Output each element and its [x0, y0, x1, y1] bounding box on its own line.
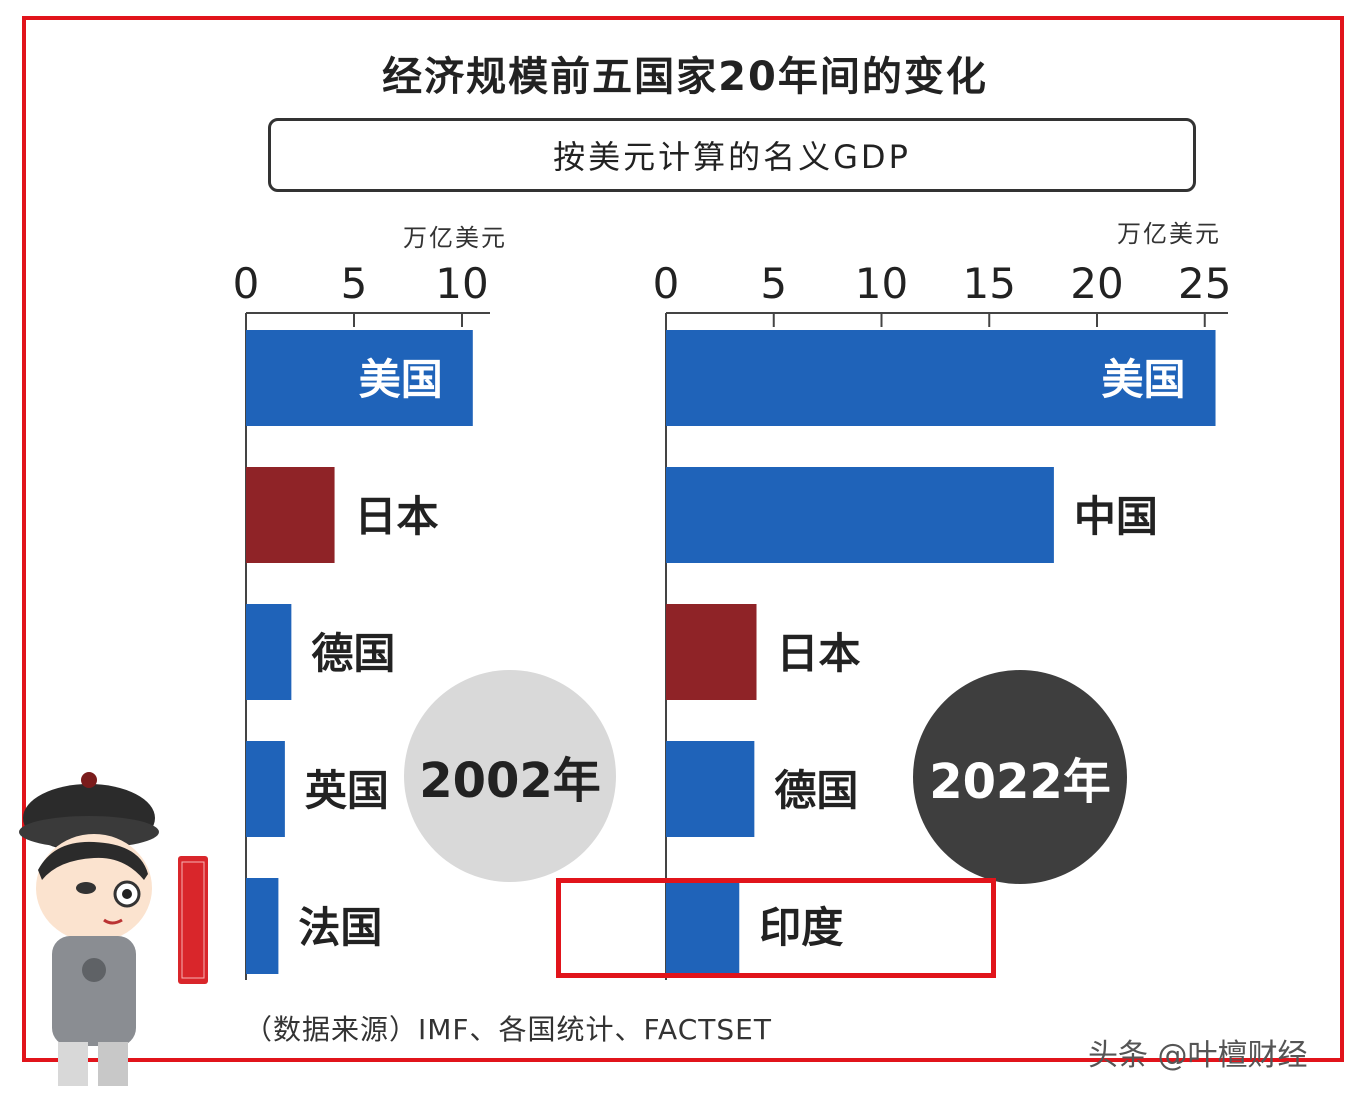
bar-2002-美国 — [246, 330, 473, 426]
x-tick-label-2022: 10 — [855, 259, 908, 308]
bar-2002-德国 — [246, 604, 292, 700]
outer-frame — [22, 16, 1344, 1062]
bar-2022-美国 — [666, 330, 1216, 426]
x-tick-label-2022: 20 — [1070, 259, 1123, 308]
year-badge-2022: 2022年 — [913, 670, 1127, 884]
unit-label-2022: 万亿美元 — [1117, 220, 1221, 248]
bar-2002-英国 — [246, 741, 285, 837]
bar-label-2022-中国: 中国 — [1074, 492, 1158, 541]
x-tick-label-2022: 15 — [963, 259, 1016, 308]
bar-2002-日本 — [246, 467, 335, 563]
x-tick-label-2022: 0 — [653, 259, 680, 308]
mascot-illustration — [19, 772, 159, 1086]
x-tick-label-2002: 10 — [435, 259, 488, 308]
bar-label-2022-日本: 日本 — [777, 629, 861, 678]
bar-label-2022-美国: 美国 — [1102, 355, 1186, 404]
year-badge-2002: 2002年 — [404, 670, 616, 882]
bar-label-2002-法国: 法国 — [298, 903, 382, 952]
bar-label-2002-日本: 日本 — [355, 492, 439, 541]
bar-label-2022-德国: 德国 — [774, 766, 858, 815]
bar-label-2002-美国: 美国 — [359, 355, 443, 404]
bar-2022-中国 — [666, 467, 1054, 563]
unit-label-2002: 万亿美元 — [403, 224, 507, 252]
x-tick-label-2022: 25 — [1178, 259, 1231, 308]
chart-title: 经济规模前五国家20年间的变化 — [382, 54, 988, 100]
bar-label-2002-德国: 德国 — [311, 629, 395, 678]
bar-2022-印度 — [666, 878, 740, 974]
bar-2002-法国 — [246, 878, 279, 974]
watermark: 头条 @叶檀财经 — [1088, 1038, 1308, 1073]
x-tick-label-2002: 5 — [341, 259, 368, 308]
data-source-note: （数据来源）IMF、各国统计、FACTSET — [244, 1013, 772, 1046]
x-tick-label-2022: 5 — [760, 259, 787, 308]
bar-label-2002-英国: 英国 — [305, 766, 389, 815]
red-seal-stamp — [178, 856, 208, 984]
chart-subtitle: 按美元计算的名义GDP — [268, 118, 1196, 192]
x-tick-label-2002: 0 — [233, 259, 260, 308]
bar-label-2022-印度: 印度 — [759, 903, 843, 952]
india-highlight-box — [556, 878, 996, 978]
bar-2022-日本 — [666, 604, 757, 700]
bar-2022-德国 — [666, 741, 755, 837]
